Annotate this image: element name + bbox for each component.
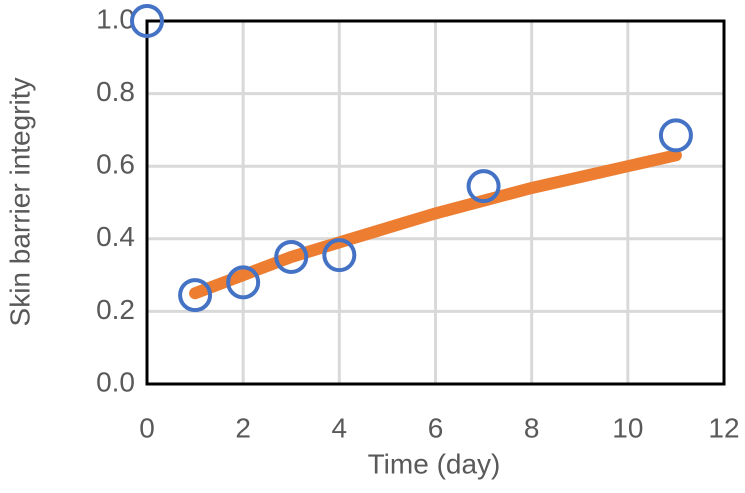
data-point bbox=[322, 238, 357, 273]
x-axis-label: Time (day) bbox=[368, 448, 501, 479]
x-tick-label: 8 bbox=[524, 412, 540, 443]
x-tick-label: 4 bbox=[332, 412, 348, 443]
y-tick-label: 0.2 bbox=[96, 294, 135, 325]
y-tick-label: 0.4 bbox=[96, 221, 135, 252]
data-point bbox=[130, 4, 164, 38]
x-tick-label: 10 bbox=[612, 412, 643, 443]
x-tick-label: 2 bbox=[235, 412, 251, 443]
data-point bbox=[466, 169, 501, 204]
data-point bbox=[274, 239, 309, 274]
y-tick-label: 0.0 bbox=[96, 366, 135, 397]
x-tick-label: 0 bbox=[139, 412, 155, 443]
y-axis-label: Skin barrier integrity bbox=[4, 78, 35, 327]
data-point bbox=[226, 265, 261, 300]
x-tick-label: 12 bbox=[708, 412, 739, 443]
data-point bbox=[658, 118, 693, 153]
data-point bbox=[178, 278, 213, 313]
plot-frame bbox=[145, 19, 726, 386]
y-tick-label: 0.6 bbox=[96, 149, 135, 180]
y-tick-label: 0.8 bbox=[96, 76, 135, 107]
y-tick-label: 1.0 bbox=[96, 3, 135, 34]
fit-line bbox=[189, 149, 682, 300]
x-tick-label: 6 bbox=[428, 412, 444, 443]
